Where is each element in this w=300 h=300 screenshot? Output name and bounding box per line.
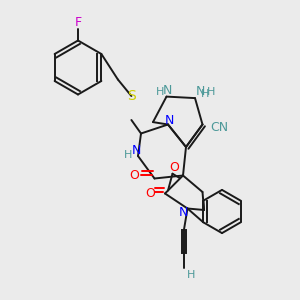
- Text: H: H: [187, 270, 196, 280]
- Text: H: H: [124, 149, 133, 160]
- Text: H: H: [156, 87, 165, 97]
- Text: O: O: [130, 169, 139, 182]
- Text: O: O: [146, 187, 155, 200]
- Text: N: N: [196, 85, 205, 98]
- Text: N: N: [132, 144, 141, 157]
- Text: H: H: [207, 86, 216, 97]
- Text: N: N: [179, 206, 189, 220]
- Text: O: O: [169, 160, 179, 174]
- Text: N: N: [162, 83, 172, 97]
- Text: F: F: [74, 16, 82, 29]
- Text: H: H: [201, 88, 210, 99]
- Text: N: N: [164, 113, 174, 127]
- Text: CN: CN: [210, 121, 228, 134]
- Text: S: S: [127, 89, 136, 103]
